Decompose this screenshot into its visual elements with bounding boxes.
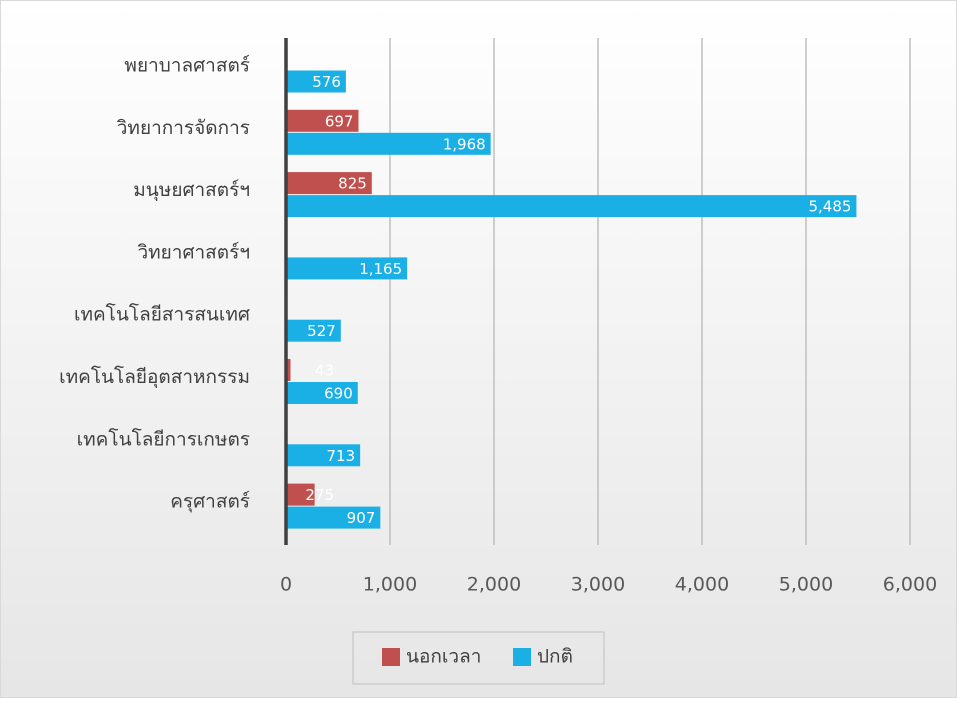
value-label: 527 xyxy=(307,322,336,340)
value-label: 5,485 xyxy=(808,198,851,216)
value-label: 690 xyxy=(324,385,353,403)
legend-swatch xyxy=(382,648,400,666)
bar xyxy=(286,70,346,93)
x-tick-label: 5,000 xyxy=(779,574,833,596)
bar xyxy=(286,319,341,342)
legend-label: ปกติ xyxy=(537,646,573,668)
value-label: 907 xyxy=(347,509,376,527)
bar xyxy=(286,172,372,195)
bar xyxy=(286,109,359,132)
category-label: วิทยาศาสตร์ฯ xyxy=(137,241,250,263)
category-label: เทคโนโลยีการเกษตร xyxy=(77,427,250,450)
x-tick-label: 1,000 xyxy=(363,574,417,596)
value-label: 825 xyxy=(338,175,367,193)
legend-swatch xyxy=(513,648,531,666)
category-label: วิทยาการจัดการ xyxy=(116,117,250,139)
x-tick-label: 2,000 xyxy=(467,574,521,596)
value-label: 43 xyxy=(315,362,334,380)
bar xyxy=(286,132,491,155)
value-label: 1,968 xyxy=(443,135,486,153)
bar xyxy=(286,506,381,529)
x-tick-label: 3,000 xyxy=(571,574,625,596)
bar xyxy=(286,359,291,381)
value-label: 697 xyxy=(325,112,354,130)
bar xyxy=(286,483,315,506)
value-label: 275 xyxy=(305,486,334,504)
category-label: ครุศาสตร์ xyxy=(170,491,250,514)
value-label: 713 xyxy=(327,447,356,465)
bar xyxy=(286,444,361,467)
bar xyxy=(286,195,857,218)
legend-box xyxy=(352,631,605,685)
category-label: พยาบาลศาสตร์ xyxy=(124,55,250,77)
x-tick-label: 4,000 xyxy=(675,574,729,596)
category-label: เทคโนโลยีอุตสาหกรรม xyxy=(59,365,250,389)
category-label: เทคโนโลยีสารสนเทศ xyxy=(74,303,250,326)
category-label: มนุษยศาสตร์ฯ xyxy=(133,179,250,202)
bar xyxy=(286,257,408,280)
x-tick-label: 6,000 xyxy=(883,574,937,596)
value-label: 1,165 xyxy=(359,260,402,278)
value-label: 576 xyxy=(312,73,341,91)
x-tick-label: 0 xyxy=(280,574,292,596)
bar xyxy=(286,382,358,404)
legend-label: นอกเวลา xyxy=(406,646,481,668)
